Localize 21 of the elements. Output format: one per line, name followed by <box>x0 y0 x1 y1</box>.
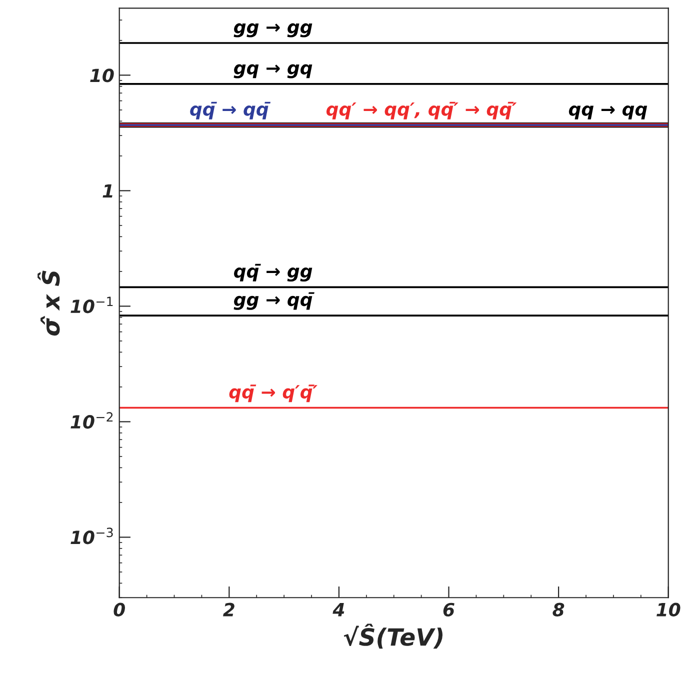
y-tick-label: 1 <box>102 184 112 198</box>
y-tick-label: 10$^{−1}$ <box>70 296 113 314</box>
ref-line-label: qq → qq <box>568 105 648 120</box>
ref-line-label: gq → gq <box>234 64 312 78</box>
x-axis-title: √Ŝ(TeV) <box>344 624 442 649</box>
x-tick-label: 2 <box>223 602 234 616</box>
x-tick-label: 0 <box>114 602 125 616</box>
ref-line-label: qq′ → qq′, qq̄′ → qq̄′ <box>326 102 517 120</box>
x-tick-label: 4 <box>332 603 344 616</box>
ref-line-label: gg → gg <box>234 23 312 38</box>
ref-line-label: qq̄ → q′q̄′ <box>229 384 318 402</box>
y-tick-label: 10 <box>90 68 114 82</box>
x-tick-label: 10 <box>656 602 680 616</box>
x-tick-label: 8 <box>552 602 564 616</box>
x-tick-label: 6 <box>443 602 454 616</box>
y-tick-label: 10$^{−2}$ <box>70 412 113 429</box>
y-axis-title: σ̂ x Ŝ <box>38 270 60 336</box>
ref-line-label: qq̄ → gg <box>234 264 312 282</box>
ref-line-label: gg → qq̄ <box>234 292 314 310</box>
y-tick-label: 10$^{−3}$ <box>70 528 113 544</box>
ref-line-label: qq̄ → qq̄ <box>190 102 270 120</box>
